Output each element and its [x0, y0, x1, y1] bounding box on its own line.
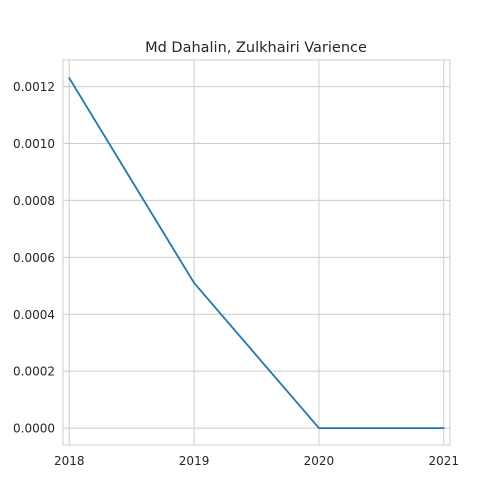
plot-frame: [62, 59, 451, 446]
x-tick-label: 2020: [304, 454, 335, 468]
y-tick-label: 0.0002: [13, 365, 55, 379]
y-axis-ticks: 0.0000 0.0002 0.0004 0.0006 0.0008 0.0010 0.00…: [13, 80, 55, 436]
series-layer: [68, 77, 445, 429]
x-tick-label: 2019: [179, 454, 210, 468]
grid: [63, 60, 450, 445]
y-tick-label: 0.0010: [13, 137, 55, 151]
y-tick-label: 0.0004: [13, 308, 55, 322]
x-tick-label: 2021: [428, 454, 459, 468]
y-tick-label: 0.0006: [13, 251, 55, 265]
y-tick-label: 0.0000: [13, 422, 55, 436]
series-line: [68, 77, 445, 429]
x-tick-label: 2018: [54, 454, 85, 468]
y-tick-label: 0.0008: [13, 194, 55, 208]
x-axis-ticks: 2018 2019 2020 2021: [54, 454, 459, 468]
y-tick-label: 0.0012: [13, 80, 55, 94]
chart-title: Md Dahalin, Zulkhairi Varience: [145, 40, 367, 56]
